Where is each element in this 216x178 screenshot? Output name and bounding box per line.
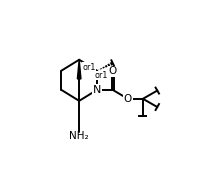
Text: O: O xyxy=(124,94,132,104)
Text: NH₂: NH₂ xyxy=(69,132,89,142)
Polygon shape xyxy=(77,60,81,79)
Text: or1: or1 xyxy=(95,71,108,80)
Text: N: N xyxy=(93,85,101,95)
Text: O: O xyxy=(109,66,117,76)
Text: or1: or1 xyxy=(83,63,96,72)
